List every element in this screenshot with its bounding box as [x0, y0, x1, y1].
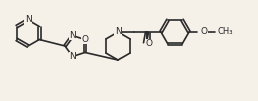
Text: N: N	[69, 31, 76, 40]
Text: N: N	[115, 27, 121, 36]
Text: N: N	[69, 52, 76, 61]
Text: O: O	[82, 35, 88, 44]
Text: CH₃: CH₃	[217, 27, 232, 36]
Text: O: O	[146, 39, 152, 48]
Text: N: N	[25, 15, 31, 25]
Text: O: O	[200, 27, 207, 36]
